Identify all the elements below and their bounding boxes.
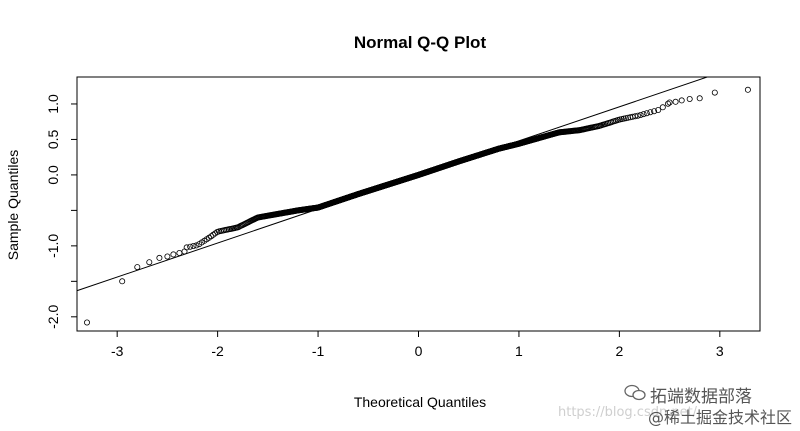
x-tick-label: -1 (312, 343, 325, 359)
x-axis-label: Theoretical Quantiles (354, 394, 486, 410)
qq-point (164, 253, 171, 260)
qq-point (665, 100, 672, 107)
qq-point (119, 278, 126, 285)
qq-point (622, 115, 629, 122)
qq-point (666, 99, 673, 106)
qq-point (625, 114, 632, 121)
qq-point (632, 113, 639, 120)
qq-point (170, 251, 177, 258)
y-tick-label: -1.0 (45, 234, 61, 258)
qq-point (651, 108, 658, 115)
x-tick-label: -3 (111, 343, 124, 359)
x-tick-label: 3 (716, 343, 724, 359)
chart-title: Normal Q-Q Plot (354, 33, 487, 52)
qq-point (744, 86, 751, 93)
wechat-icon (624, 384, 646, 401)
qq-point (678, 97, 685, 104)
qq-point (156, 254, 163, 261)
y-tick-label: 0.5 (45, 129, 61, 149)
qq-point (672, 98, 679, 105)
qq-point (193, 242, 200, 249)
qq-point (634, 112, 641, 119)
x-tick-label: 1 (515, 343, 523, 359)
watermark-brand: 拓端数据部落 (650, 387, 752, 407)
qq-point (655, 107, 662, 114)
x-axis: -3 -2 -1 0 1 2 3 (111, 331, 724, 359)
qq-point (181, 248, 188, 255)
qq-point (84, 319, 91, 326)
qq-point (190, 242, 197, 249)
x-tick-label: 2 (615, 343, 623, 359)
qq-point (187, 243, 194, 250)
qq-point (640, 111, 647, 118)
y-axis: -2.0 -1.0 0.0 0.5 1.0 (45, 94, 77, 329)
plot-frame (76, 76, 761, 332)
qq-point (643, 110, 650, 117)
y-tick-label: -2.0 (45, 305, 61, 329)
qq-point (146, 259, 153, 266)
watermark-url: https://blog.csdn.net/ (558, 405, 698, 420)
qq-point (176, 249, 183, 256)
qq-point (696, 95, 703, 102)
qq-point (647, 109, 654, 116)
x-tick-label: 0 (415, 343, 423, 359)
y-axis-label: Sample Quantiles (5, 150, 21, 261)
qq-point (686, 96, 693, 103)
qq-point (659, 104, 666, 111)
watermark-community: @稀土掘金技术社区 (648, 408, 793, 427)
x-tick-label: -2 (211, 343, 224, 359)
sample-points (84, 86, 751, 326)
y-tick-label: 0.0 (45, 165, 61, 185)
y-tick-label: 1.0 (45, 94, 61, 114)
qq-point (134, 264, 141, 271)
qq-point (637, 112, 644, 119)
qq-point (711, 89, 718, 96)
